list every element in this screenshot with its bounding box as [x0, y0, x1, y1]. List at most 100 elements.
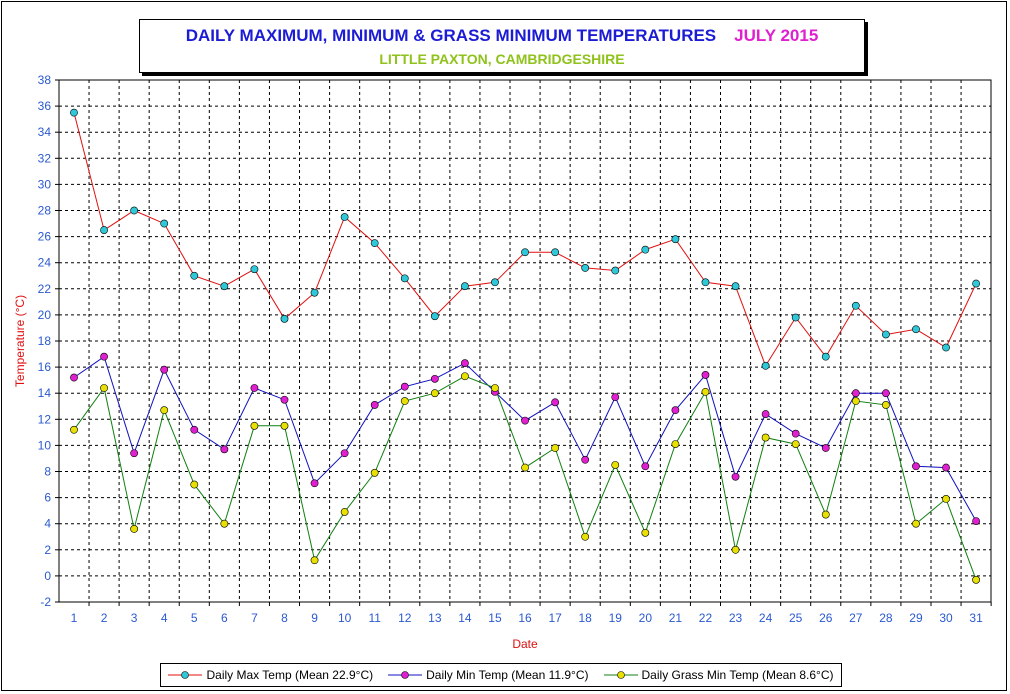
y-tick-label: 16 [38, 360, 52, 374]
chart-subtitle: LITTLE PAXTON, CAMBRIDGESHIRE [379, 51, 625, 67]
legend-swatch-grass [603, 671, 638, 679]
x-axis-label: Date [512, 637, 538, 651]
data-point-max [100, 226, 108, 234]
x-tick-label: 29 [909, 611, 923, 625]
data-point-min [400, 382, 409, 391]
data-point-max [731, 282, 740, 291]
x-tick-label: 6 [221, 611, 228, 625]
data-point-max [370, 239, 379, 248]
data-point-min [250, 384, 259, 392]
data-point-grass [671, 440, 680, 448]
data-point-grass [791, 440, 800, 448]
x-tick-label: 28 [879, 611, 893, 625]
y-tick-label: 0 [44, 569, 51, 583]
data-point-grass [70, 425, 78, 434]
data-point-max [190, 271, 199, 280]
data-point-max [761, 361, 770, 370]
data-point-max [581, 264, 590, 272]
x-tick-label: 8 [281, 611, 288, 625]
data-point-grass [340, 508, 349, 516]
data-point-max [942, 343, 950, 352]
y-tick-label: 30 [38, 177, 52, 191]
y-tick-label: 36 [38, 99, 52, 113]
x-tick-label: 4 [161, 611, 168, 625]
data-point-max [280, 314, 289, 323]
y-tick-label: 26 [38, 230, 52, 244]
data-point-grass [551, 444, 560, 452]
x-tick-label: 19 [609, 611, 623, 625]
legend-label-grass: Daily Grass Min Temp (Mean 8.6°C) [641, 668, 834, 682]
x-tick-label: 5 [191, 611, 198, 625]
y-axis-label: Temperature (°C) [13, 295, 27, 387]
x-tick-label: 11 [368, 611, 381, 625]
x-tick-label: 7 [251, 611, 258, 625]
data-point-grass [430, 389, 439, 398]
x-tick-label: 23 [729, 611, 743, 625]
x-tick-label: 9 [311, 611, 318, 625]
data-point-grass [912, 519, 920, 528]
data-point-max [851, 301, 860, 310]
data-point-grass [611, 461, 620, 469]
data-point-max [220, 282, 229, 291]
x-tick-label: 31 [969, 611, 983, 625]
data-point-grass [250, 421, 259, 430]
data-point-max [972, 279, 980, 288]
y-tick-label: 20 [38, 308, 52, 322]
y-tick-label: -2 [40, 595, 51, 609]
y-tick-label: 38 [38, 73, 52, 87]
x-tick-label: 24 [759, 611, 773, 625]
data-point-max [310, 288, 319, 297]
chart-title: DAILY MAXIMUM, MINIMUM & GRASS MINIMUM T… [185, 26, 717, 45]
legend-item-max: Daily Max Temp (Mean 22.9°C) [168, 668, 373, 682]
data-point-min [190, 425, 199, 434]
data-point-grass [400, 397, 409, 405]
data-point-max [671, 235, 680, 244]
y-tick-label: 28 [38, 204, 52, 218]
data-point-min [220, 445, 229, 454]
y-tick-label: 18 [38, 334, 52, 348]
legend-swatch-max [168, 671, 203, 679]
data-point-max [611, 266, 620, 275]
x-tick-label: 2 [101, 611, 108, 625]
legend-label-max: Daily Max Temp (Mean 22.9°C) [206, 668, 374, 682]
data-point-grass [881, 401, 890, 409]
x-tick-label: 12 [398, 611, 412, 625]
data-point-min [791, 429, 800, 438]
data-point-max [912, 325, 920, 334]
data-point-min [130, 449, 139, 458]
x-tick-label: 1 [71, 611, 78, 625]
chart-month: JULY 2015 [734, 26, 819, 45]
x-tick-label: 26 [819, 611, 833, 625]
x-tick-label: 13 [428, 611, 442, 625]
data-point-min [641, 462, 650, 471]
data-point-grass [310, 556, 319, 565]
data-point-min [912, 462, 920, 471]
y-tick-label: 10 [38, 438, 52, 452]
y-tick-label: 32 [38, 151, 52, 165]
data-point-grass [521, 463, 529, 472]
chart-legend: Daily Max Temp (Mean 22.9°C) Daily Min T… [160, 663, 842, 687]
legend-item-min: Daily Min Temp (Mean 11.9°C) [388, 668, 589, 682]
data-point-min [461, 359, 469, 368]
x-tick-label: 3 [131, 611, 138, 625]
data-point-grass [821, 510, 830, 519]
data-point-grass [581, 532, 590, 541]
data-point-min [731, 472, 740, 481]
data-point-min [821, 444, 830, 452]
y-tick-label: 24 [38, 256, 52, 270]
y-tick-label: 2 [44, 543, 51, 557]
data-point-grass [851, 397, 860, 405]
data-point-max [70, 108, 78, 117]
data-point-min [340, 449, 349, 458]
data-point-grass [491, 384, 499, 392]
data-point-max [430, 312, 439, 321]
data-point-grass [641, 528, 650, 537]
data-point-min [280, 395, 289, 404]
data-point-max [491, 278, 499, 287]
data-point-max [250, 265, 259, 274]
chart-title-box: DAILY MAXIMUM, MINIMUM & GRASS MINIMUM T… [139, 19, 865, 73]
data-point-min [761, 410, 770, 418]
data-point-max [551, 248, 560, 257]
legend-swatch-min [388, 671, 423, 679]
